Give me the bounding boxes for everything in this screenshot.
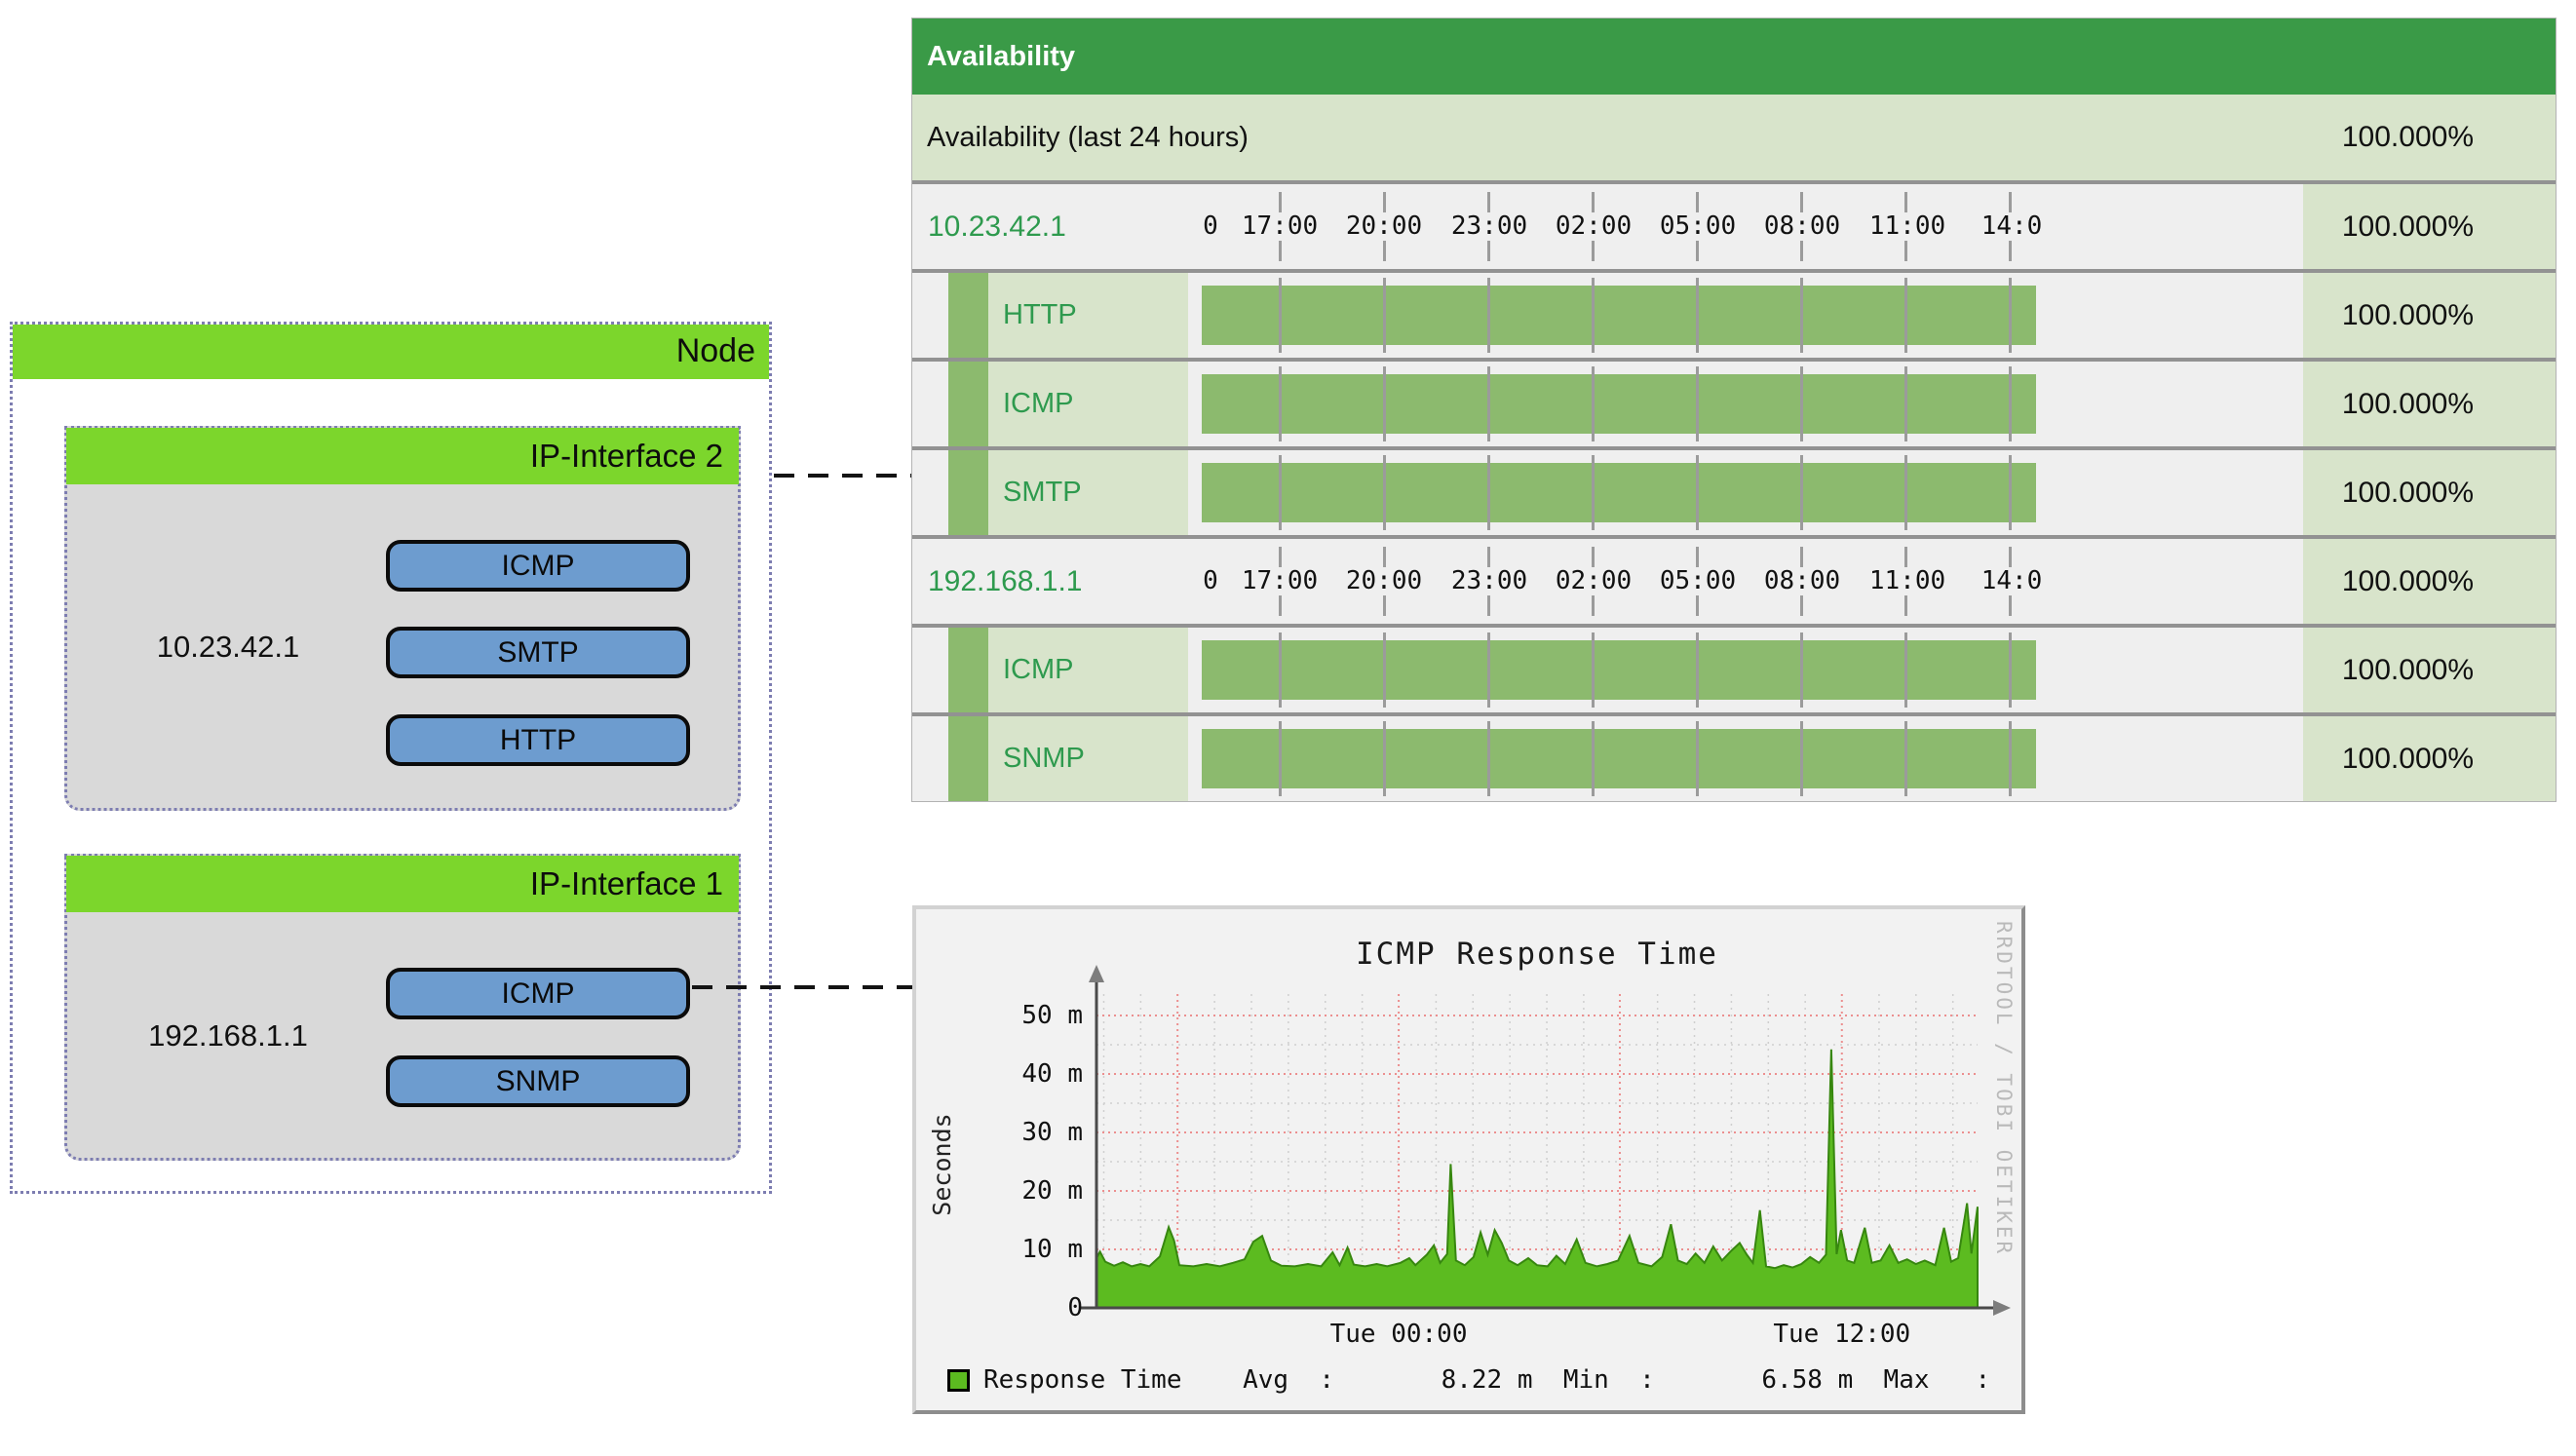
availability-percent: 100.000%: [2341, 121, 2474, 153]
y-axis-tick-label: 10 m: [1021, 1235, 1083, 1264]
legend-text: Response Time Avg : 8.22 m Min : 6.58 m …: [983, 1365, 1991, 1395]
timeline-labels: 0 17:00 20:00 23:00 02:00 05:00 08:00 11:00 14:0: [1203, 565, 2043, 595]
service-button-http[interactable]: HTTP: [386, 714, 690, 766]
timeline-ticks: [1202, 595, 2036, 616]
y-axis-tick-label: 0: [1067, 1293, 1083, 1322]
availability-bar-area: [1202, 628, 2036, 712]
table-row-service: SMTP 100.000%: [912, 446, 2556, 535]
summary-label: Availability (last 24 hours): [927, 121, 1249, 153]
node-header: Node: [13, 325, 769, 379]
availability-bar-area: [1202, 716, 2036, 801]
availability-percent: 100.000%: [2303, 362, 2556, 446]
ip-interface-1-header: IP-Interface 1: [66, 856, 739, 912]
table-row-service: HTTP 100.000%: [912, 269, 2556, 358]
ip-address-label: 192.168.1.1: [148, 1017, 308, 1053]
ip-interface-1-title: IP-Interface 1: [529, 865, 723, 901]
availability-percent: 100.000%: [2303, 184, 2556, 269]
service-link[interactable]: SNMP: [988, 716, 1188, 801]
chart-legend: Response Time Avg : 8.22 m Min : 6.58 m …: [947, 1365, 1990, 1395]
timeline-ticks: [1202, 278, 2036, 353]
x-axis-tick-label: Tue 00:00: [1329, 1320, 1468, 1349]
ip-interface-2-box: IP-Interface 2 10.23.42.1 ICMP SMTP HTTP: [64, 426, 741, 811]
y-axis-tick-label: 30 m: [1021, 1118, 1083, 1147]
availability-percent: 100.000%: [2303, 716, 2556, 801]
service-button-snmp[interactable]: SNMP: [386, 1055, 690, 1107]
table-row-service: ICMP 100.000%: [912, 358, 2556, 446]
service-button-smtp[interactable]: SMTP: [386, 627, 690, 678]
interface-link[interactable]: 192.168.1.1: [928, 564, 1083, 597]
service-link[interactable]: HTTP: [988, 273, 1188, 358]
availability-percent: 100.000%: [2303, 539, 2556, 624]
y-axis-tick-label: 40 m: [1021, 1059, 1083, 1089]
icmp-response-time-graph: ICMP Response Time Seconds RRDTOOL / TOB…: [912, 905, 2025, 1414]
node-title: Node: [675, 332, 755, 369]
x-axis-tick-label: Tue 12:00: [1773, 1320, 1911, 1349]
legend-color-swatch: [947, 1368, 970, 1392]
table-row-service: ICMP 100.000%: [912, 624, 2556, 712]
table-row-interface: 10.23.42.1 0 17:00 20:00 23:00 02:00 05:00 08:…: [912, 180, 2556, 269]
availability-percent: 100.000%: [2303, 273, 2556, 358]
service-link[interactable]: ICMP: [988, 362, 1188, 446]
availability-table-header: Availability: [912, 19, 2556, 95]
y-axis-tick-label: 20 m: [1021, 1176, 1083, 1206]
ip-interface-1-box: IP-Interface 1 192.168.1.1 ICMP SNMP: [64, 854, 741, 1161]
ip-address-label: 10.23.42.1: [156, 629, 300, 664]
timeline-ticks: [1202, 632, 2036, 708]
service-indent-strip: [948, 273, 988, 358]
y-axis-tick-label: 50 m: [1021, 1001, 1083, 1030]
chart-title: ICMP Response Time: [1356, 937, 1718, 972]
service-indent-strip: [948, 362, 988, 446]
ip-interface-1-body: 192.168.1.1 ICMP SNMP: [67, 913, 738, 1158]
service-link[interactable]: SMTP: [988, 450, 1188, 535]
timeline-ticks: [1202, 366, 2036, 441]
table-row-service: SNMP 100.000%: [912, 712, 2556, 801]
availability-title: Availability: [927, 41, 1076, 72]
availability-percent: 100.000%: [2303, 450, 2556, 535]
timeline-ticks: [1202, 192, 2036, 212]
availability-bar-area: [1202, 273, 2036, 358]
ip-interface-2-title: IP-Interface 2: [529, 438, 723, 474]
service-indent-strip: [948, 628, 988, 712]
response-time-chart-canvas: [1081, 965, 2011, 1316]
timeline-ticks: [1202, 547, 2036, 567]
availability-bar-area: [1202, 450, 2036, 535]
ip-interface-2-body: 10.23.42.1 ICMP SMTP HTTP: [67, 485, 738, 808]
timeline-labels: 0 17:00 20:00 23:00 02:00 05:00 08:00 11:00 14:0: [1203, 211, 2043, 241]
availability-percent: 100.000%: [2303, 628, 2556, 712]
rrdtool-watermark: RRDTOOL / TOBI OETIKER: [1992, 921, 2016, 1257]
timeline-ticks: [1202, 455, 2036, 530]
table-row-interface: 192.168.1.1 0 17:00 20:00 23:00 02:00 05:00 08…: [912, 535, 2556, 624]
table-row-summary: Availability (last 24 hours) 100.000%: [912, 95, 2556, 180]
service-button-icmp[interactable]: ICMP: [386, 968, 690, 1019]
timeline: 0 17:00 20:00 23:00 02:00 05:00 08:00 11:00 14:0: [1202, 184, 2043, 269]
connector-icmp-to-graph: [692, 985, 912, 989]
interface-link[interactable]: 10.23.42.1: [928, 210, 1066, 243]
node-box: Node IP-Interface 2 10.23.42.1 ICMP SMTP…: [10, 322, 772, 1194]
connector-interface2-to-table: [774, 474, 911, 478]
service-link[interactable]: ICMP: [988, 628, 1188, 712]
service-button-icmp[interactable]: ICMP: [386, 540, 690, 592]
ip-interface-2-header: IP-Interface 2: [66, 428, 739, 484]
timeline-ticks: [1202, 241, 2036, 261]
timeline-ticks: [1202, 721, 2036, 796]
timeline: 0 17:00 20:00 23:00 02:00 05:00 08:00 11:00 14:0: [1202, 539, 2043, 624]
service-indent-strip: [948, 716, 988, 801]
availability-bar-area: [1202, 362, 2036, 446]
service-indent-strip: [948, 450, 988, 535]
availability-table: Availability Availability (last 24 hours…: [911, 18, 2557, 802]
